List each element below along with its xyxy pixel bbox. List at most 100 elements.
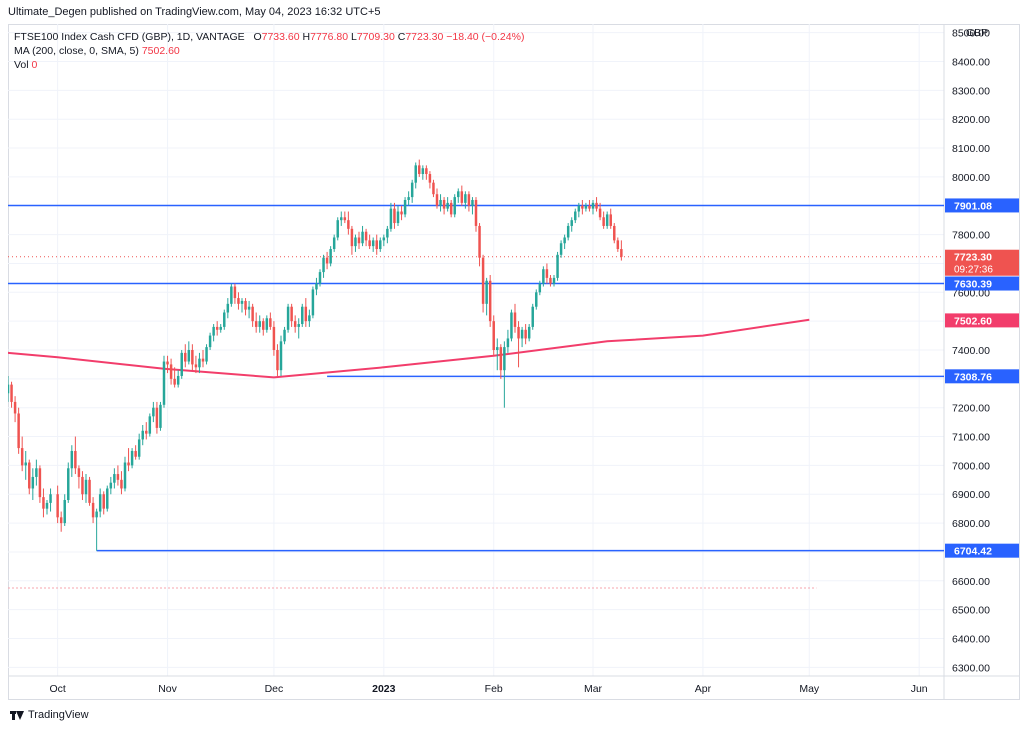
candle-body <box>13 401 17 414</box>
candle-body <box>371 240 375 247</box>
chart-frame <box>8 24 1020 700</box>
level-badge-bg <box>945 198 1019 213</box>
x-tick-label: Apr <box>695 683 712 695</box>
ohlc-open-value: 7733.60 <box>261 31 300 43</box>
x-tick-label: May <box>799 683 820 695</box>
candle-body <box>499 347 503 371</box>
candle-body <box>148 416 152 434</box>
candle-body <box>56 494 59 518</box>
candle-body <box>290 306 293 322</box>
candle-body <box>322 257 325 273</box>
x-tick-label: Oct <box>49 683 65 695</box>
symbol-row[interactable]: FTSE100 Index Cash CFD (GBP), 1D, VANTAG… <box>14 30 524 44</box>
ma-value: 7502.60 <box>141 45 180 57</box>
candle-body <box>173 378 176 385</box>
candle-body <box>513 312 517 327</box>
candle-body <box>191 350 194 365</box>
candle-body <box>308 315 311 322</box>
candle-body <box>237 298 240 304</box>
publisher-header: Ultimate_Degen published on TradingView.… <box>8 6 381 18</box>
y-tick-label: 6600.00 <box>952 576 990 588</box>
candle-body <box>428 174 432 183</box>
vol-row[interactable]: Vol 0 <box>14 58 524 72</box>
candle-body <box>556 254 559 278</box>
candle-body <box>109 482 113 489</box>
candle-body <box>42 497 45 509</box>
x-tick-label: Dec <box>265 683 284 695</box>
candle-body <box>28 462 31 489</box>
candle-body <box>591 202 595 209</box>
candle-body <box>205 347 208 362</box>
candle-body <box>389 208 393 229</box>
candle-body <box>588 205 591 209</box>
y-tick-label: 7000.00 <box>952 460 990 472</box>
candle-body <box>566 225 570 238</box>
candle-body <box>215 326 219 330</box>
candle-body <box>524 329 527 339</box>
candle-body <box>155 407 159 428</box>
candle-body <box>570 220 573 226</box>
symbol-title: FTSE100 Index Cash CFD (GBP), 1D, VANTAG… <box>14 31 245 43</box>
tradingview-logo[interactable]: TradingView <box>10 709 89 721</box>
ma-200-line <box>8 318 810 379</box>
y-tick-label: 8200.00 <box>952 114 990 126</box>
current-price-badge-bg <box>945 249 1019 276</box>
ma-row[interactable]: MA (200, close, 0, SMA, 5) 7502.60 <box>14 44 524 58</box>
candle-body <box>492 321 495 350</box>
candle-body <box>616 240 620 250</box>
candle-body <box>613 225 616 241</box>
candle-body <box>382 237 386 241</box>
y-tick-label: 7200.00 <box>952 403 990 415</box>
candle-body <box>503 347 506 371</box>
candle-body <box>88 479 91 503</box>
candle-body <box>194 364 198 368</box>
candle-body <box>276 350 279 371</box>
ma-badge-bg <box>945 313 1019 328</box>
candle-body <box>130 450 134 466</box>
price-chart[interactable]: 8500.00 8400.00 8300.00 8200.00 8100.00 8000.… <box>8 24 1020 700</box>
candle-body <box>208 335 212 348</box>
candle-body <box>81 476 84 495</box>
y-tick-label: 7100.00 <box>952 432 990 444</box>
candle-body <box>230 286 233 304</box>
candle-body <box>176 375 180 385</box>
candle-body <box>368 240 371 247</box>
ohlc-change: −18.40 (−0.24%) <box>446 31 525 43</box>
candle-body <box>478 225 481 258</box>
candle-body <box>467 194 471 206</box>
y-tick-label: 8000.00 <box>952 172 990 184</box>
candle-body <box>403 199 407 215</box>
candle-body <box>10 384 13 402</box>
level-badge: 7308.76 <box>954 371 992 383</box>
candle-body <box>254 321 258 327</box>
candle-body <box>123 462 127 489</box>
candle-body <box>244 300 247 310</box>
candle-body <box>531 306 534 327</box>
candle-body <box>198 358 201 368</box>
candle-body <box>549 277 552 284</box>
candle-body <box>396 211 400 224</box>
bar-countdown: 09:27:36 <box>954 265 993 276</box>
x-tick-label: Jun <box>911 683 928 695</box>
candle-body <box>233 286 237 299</box>
x-tick-label: 2023 <box>372 683 396 695</box>
candle-body <box>169 364 173 379</box>
candle-body <box>581 205 584 209</box>
candle-body <box>457 191 460 198</box>
tradingview-icon <box>10 710 24 720</box>
candle-body <box>527 326 531 339</box>
candle-body <box>8 384 10 394</box>
candle-body <box>180 352 183 376</box>
vol-label: Vol <box>14 59 29 71</box>
candle-body <box>162 361 166 405</box>
x-tick-label: Feb <box>485 683 503 695</box>
level-badge: 7630.39 <box>954 279 992 291</box>
candle-body <box>595 202 598 209</box>
y-tick-label: 8400.00 <box>952 57 990 69</box>
y-tick-label: 6400.00 <box>952 633 990 645</box>
ohlc-open-label: O <box>253 31 262 43</box>
candle-body <box>545 269 549 278</box>
level-badge: 7901.08 <box>954 200 992 212</box>
candle-body <box>460 191 464 203</box>
candle-body <box>506 338 510 348</box>
